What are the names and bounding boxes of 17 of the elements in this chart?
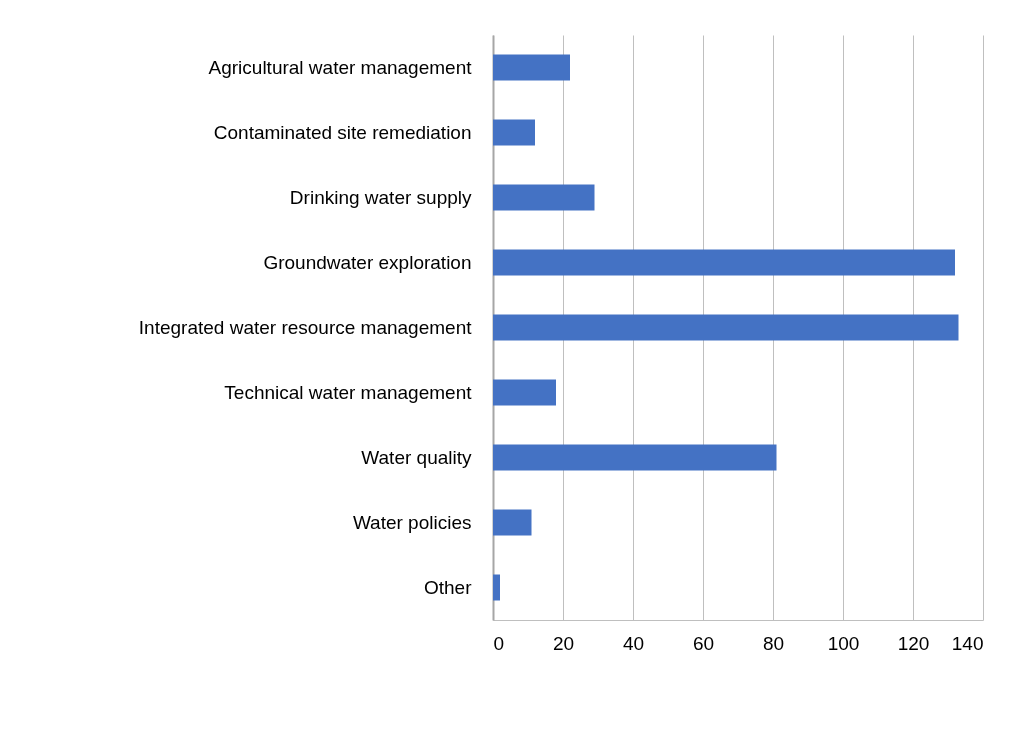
x-tick-label: 100 [827,632,860,654]
x-tick-label: 40 [622,632,645,654]
y-tick-label: Integrated water resource management [138,316,473,338]
x-tick-label: 60 [692,632,715,654]
y-tick-label: Water policies [352,511,472,533]
x-tick-label: 80 [762,632,785,654]
y-tick-label: Groundwater exploration [263,251,472,273]
y-tick-label: Agricultural water management [208,56,473,78]
x-tick-label: 120 [897,632,930,654]
x-tick-label: 0 [493,632,505,654]
x-tick-label: 140 [951,632,984,654]
x-tick-label: 20 [552,632,575,654]
y-tick-label: Technical water management [224,381,473,403]
y-tick-label: Drinking water supply [289,186,472,208]
y-tick-label: Water quality [361,446,472,468]
y-tick-label: Contaminated site remediation [213,121,472,143]
y-tick-label: Other [423,576,473,598]
